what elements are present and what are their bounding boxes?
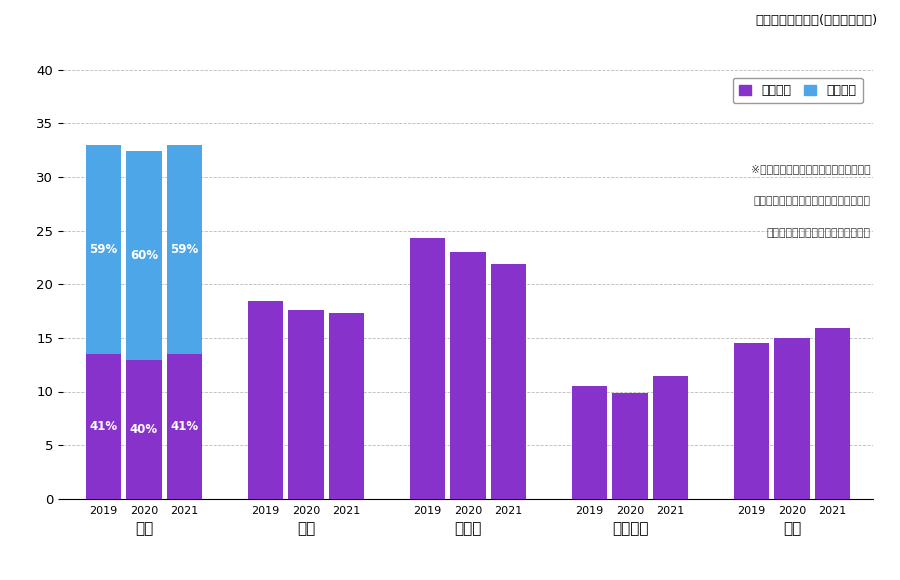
Text: ドイツ: ドイツ: [454, 521, 482, 536]
Bar: [491, 264, 526, 499]
Text: 2019: 2019: [575, 506, 604, 516]
Bar: [288, 310, 324, 499]
Bar: [612, 393, 648, 499]
Text: 2021: 2021: [332, 506, 361, 516]
Bar: [166, 354, 202, 499]
Text: 41%: 41%: [89, 420, 118, 433]
Bar: [328, 313, 364, 499]
Bar: [86, 145, 122, 354]
Text: ※社外取締役に対して、一般的に株式報: ※社外取締役に対して、一般的に株式報: [751, 164, 870, 174]
Bar: [450, 252, 486, 499]
Bar: [814, 328, 850, 499]
Text: 2020: 2020: [292, 506, 320, 516]
Text: 2020: 2020: [778, 506, 806, 516]
Bar: [734, 343, 770, 499]
Text: 40%: 40%: [130, 423, 158, 436]
Text: （中央値ベース）(単位：百万円): （中央値ベース）(単位：百万円): [755, 14, 878, 27]
Text: 酬が導入されている米国のみについて、: 酬が導入されている米国のみについて、: [753, 196, 870, 206]
Text: 2019: 2019: [413, 506, 442, 516]
Text: 41%: 41%: [170, 420, 199, 433]
Text: 59%: 59%: [89, 242, 118, 256]
Text: 2021: 2021: [818, 506, 847, 516]
Bar: [572, 386, 608, 499]
Bar: [410, 238, 446, 499]
Text: 英国: 英国: [297, 521, 315, 536]
Text: 2020: 2020: [130, 506, 158, 516]
Text: 米国: 米国: [135, 521, 153, 536]
Bar: [166, 145, 202, 354]
Text: 2019: 2019: [251, 506, 280, 516]
Text: 2021: 2021: [494, 506, 523, 516]
Text: 2020: 2020: [454, 506, 482, 516]
Text: 59%: 59%: [170, 242, 199, 256]
Text: 日本: 日本: [783, 521, 801, 536]
Bar: [774, 338, 810, 499]
Bar: [126, 360, 162, 499]
Legend: 現金報酬, 株式報酬: 現金報酬, 株式報酬: [733, 78, 863, 103]
Text: フランス: フランス: [612, 521, 648, 536]
Bar: [248, 302, 284, 499]
Text: 60%: 60%: [130, 249, 158, 262]
Bar: [86, 354, 122, 499]
Text: 2019: 2019: [89, 506, 118, 516]
Bar: [126, 151, 162, 360]
Text: 2021: 2021: [170, 506, 199, 516]
Text: 中央値ベースの内訳を表示している: 中央値ベースの内訳を表示している: [767, 229, 870, 238]
Text: 2021: 2021: [656, 506, 685, 516]
Text: 2019: 2019: [737, 506, 766, 516]
Bar: [652, 376, 688, 499]
Text: 2020: 2020: [616, 506, 644, 516]
